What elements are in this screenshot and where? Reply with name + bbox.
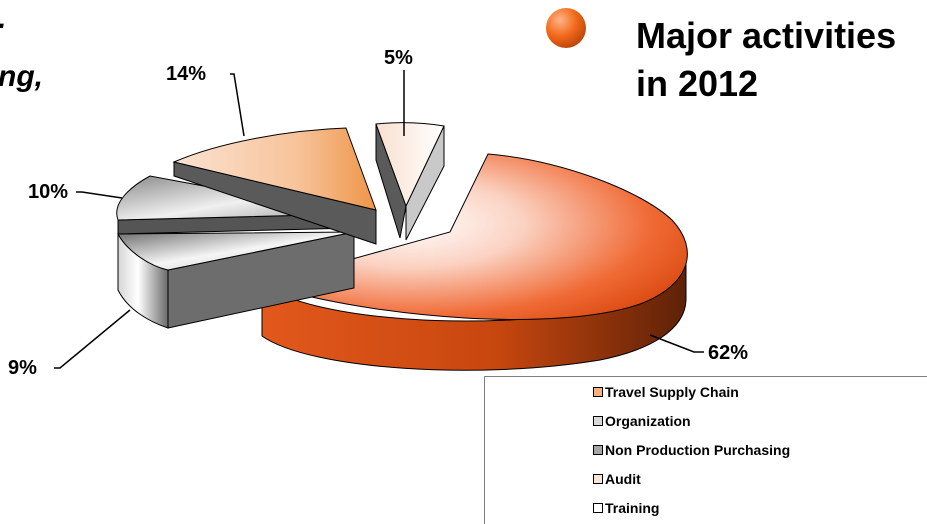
- data-label-organization: 9%: [8, 357, 37, 379]
- title-bullet-icon: [546, 8, 586, 48]
- leader-line-9: [54, 309, 131, 369]
- legend-item-organization: Organization: [593, 411, 691, 431]
- legend-label: Training: [605, 500, 660, 516]
- cropped-text-fragment: ng,: [0, 60, 43, 93]
- title-line-1: Major activities: [636, 15, 897, 56]
- pie-slice-training: [375, 122, 445, 241]
- legend-item-travel-supply-chain: Travel Supply Chain: [593, 382, 739, 402]
- pie-slice-organization: [117, 231, 355, 329]
- legend-item-audit: Audit: [593, 469, 641, 489]
- legend-swatch: [593, 387, 603, 397]
- legend-label: Travel Supply Chain: [605, 384, 739, 400]
- chart-legend: Travel Supply Chain Organization Non Pro…: [484, 376, 927, 524]
- legend-label: Audit: [605, 471, 641, 487]
- leader-line-62: [649, 334, 704, 353]
- leader-line-14: [230, 73, 245, 137]
- legend-item-training: Training: [593, 498, 659, 518]
- legend-item-non-production-purchasing: Non Production Purchasing: [593, 440, 790, 460]
- leader-line-10: [76, 191, 123, 199]
- data-label-audit: 14%: [166, 63, 206, 85]
- pie-slice-travel-supply-chain: [260, 153, 688, 371]
- data-label-training: 5%: [384, 47, 413, 69]
- data-label-non-production-purchasing: 10%: [28, 181, 68, 203]
- legend-swatch: [593, 416, 603, 426]
- title-line-2: in 2012: [636, 63, 759, 104]
- pie-slice-audit: [172, 127, 377, 245]
- legend-swatch: [593, 474, 603, 484]
- legend-swatch: [593, 503, 603, 513]
- legend-label: Non Production Purchasing: [605, 442, 791, 458]
- legend-label: Organization: [605, 413, 691, 429]
- cropped-text-fragment-top: .: [0, 4, 6, 34]
- data-label-travel-supply-chain: 62%: [708, 342, 748, 364]
- legend-swatch: [593, 445, 603, 455]
